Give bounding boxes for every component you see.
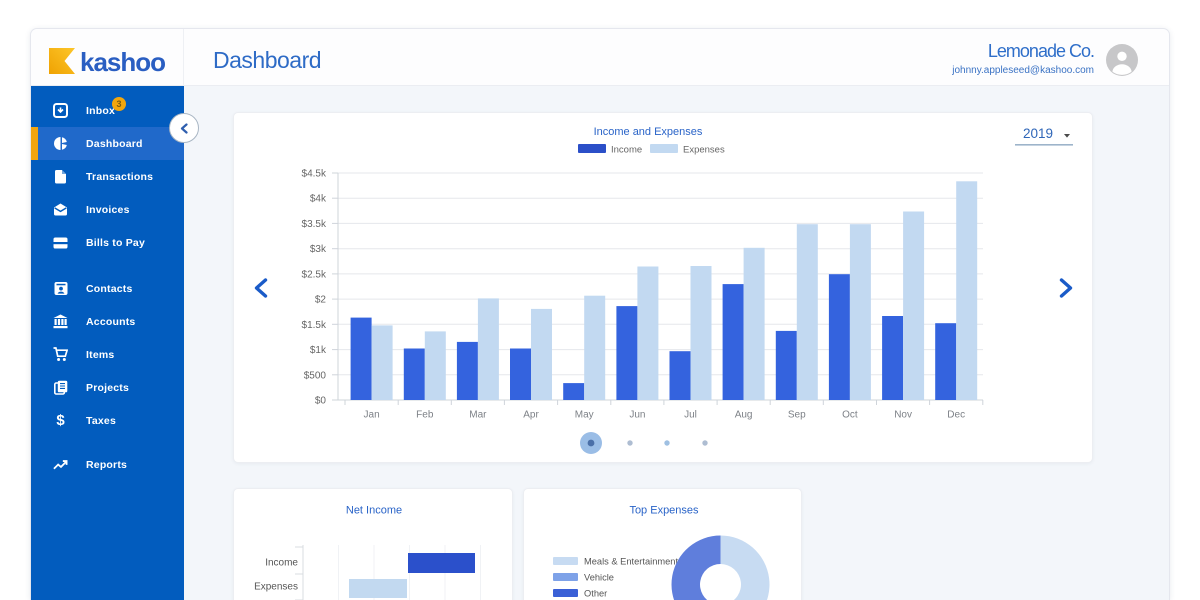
svg-text:Dec: Dec [947, 410, 965, 421]
svg-text:$2: $2 [315, 295, 327, 306]
svg-text:$1k: $1k [310, 345, 327, 356]
svg-text:Jun: Jun [629, 410, 645, 421]
svg-text:Apr: Apr [523, 410, 539, 421]
svg-text:Expenses: Expenses [683, 145, 725, 156]
svg-text:$3k: $3k [310, 244, 327, 255]
svg-text:$500: $500 [304, 370, 327, 381]
svg-text:$0: $0 [315, 396, 327, 407]
svg-text:May: May [575, 410, 594, 421]
svg-text:Income: Income [265, 558, 298, 569]
svg-text:Meals & Entertainment: Meals & Entertainment [584, 557, 678, 567]
svg-text:Income: Income [611, 145, 642, 156]
svg-text:2019: 2019 [1023, 126, 1053, 141]
svg-text:$4k: $4k [310, 194, 327, 205]
svg-text:Other: Other [584, 589, 607, 599]
svg-text:Top Expenses: Top Expenses [629, 505, 699, 517]
svg-text:$3.5k: $3.5k [302, 219, 327, 230]
svg-text:Net Income: Net Income [346, 505, 402, 517]
svg-text:Aug: Aug [735, 410, 753, 421]
svg-text:Mar: Mar [469, 410, 487, 421]
svg-text:Nov: Nov [894, 410, 912, 421]
svg-text:Oct: Oct [842, 410, 858, 421]
svg-text:Income and Expenses: Income and Expenses [594, 126, 703, 138]
svg-text:$1.5k: $1.5k [302, 320, 327, 331]
svg-text:Feb: Feb [416, 410, 434, 421]
svg-text:$4.5k: $4.5k [302, 169, 327, 180]
svg-text:Sep: Sep [788, 410, 806, 421]
svg-text:Jan: Jan [364, 410, 380, 421]
svg-text:Jul: Jul [684, 410, 697, 421]
svg-text:Vehicle: Vehicle [584, 573, 614, 583]
svg-text:Expenses: Expenses [254, 582, 298, 593]
svg-text:$2.5k: $2.5k [302, 269, 327, 280]
